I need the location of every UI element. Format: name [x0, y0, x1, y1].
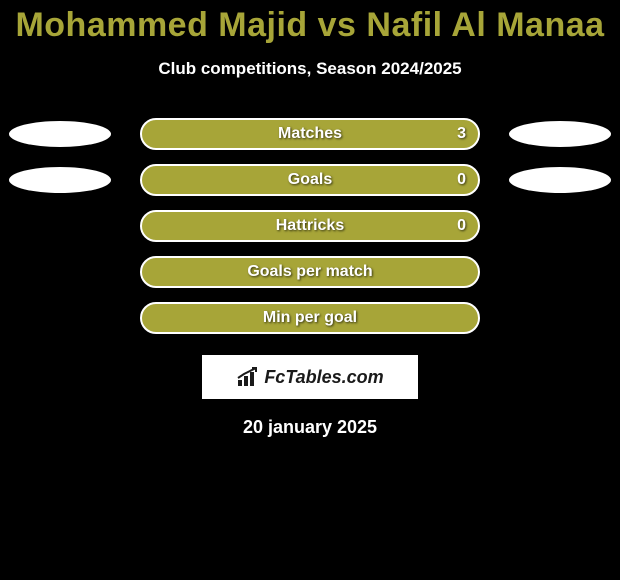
- subtitle: Club competitions, Season 2024/2025: [0, 59, 620, 79]
- page-title: Mohammed Majid vs Nafil Al Manaa: [0, 0, 620, 45]
- right-ellipse-icon: [509, 167, 611, 193]
- stat-bar: Goals 0: [140, 164, 480, 196]
- chart-icon: [236, 366, 260, 388]
- stat-row-min-per-goal: Min per goal: [0, 295, 620, 341]
- stat-label: Hattricks: [276, 217, 344, 235]
- left-ellipse-icon: [9, 121, 111, 147]
- stats-container: Matches 3 Goals 0 Hattricks 0 Goals per …: [0, 111, 620, 341]
- stat-label: Goals: [288, 171, 332, 189]
- logo-banner: FcTables.com: [202, 355, 418, 399]
- stat-bar: Goals per match: [140, 256, 480, 288]
- stat-bar: Matches 3: [140, 118, 480, 150]
- stat-row-matches: Matches 3: [0, 111, 620, 157]
- stat-bar: Hattricks 0: [140, 210, 480, 242]
- stat-bar: Min per goal: [140, 302, 480, 334]
- stat-label: Matches: [278, 125, 342, 143]
- stat-label: Min per goal: [263, 309, 357, 327]
- stat-label: Goals per match: [247, 263, 372, 281]
- stat-row-goals-per-match: Goals per match: [0, 249, 620, 295]
- logo-text: FcTables.com: [264, 367, 383, 388]
- stat-row-goals: Goals 0: [0, 157, 620, 203]
- stat-value-right: 0: [457, 171, 466, 189]
- left-ellipse-icon: [9, 167, 111, 193]
- stat-value-right: 3: [457, 125, 466, 143]
- date-label: 20 january 2025: [0, 417, 620, 438]
- right-ellipse-icon: [509, 121, 611, 147]
- stat-value-right: 0: [457, 217, 466, 235]
- stat-row-hattricks: Hattricks 0: [0, 203, 620, 249]
